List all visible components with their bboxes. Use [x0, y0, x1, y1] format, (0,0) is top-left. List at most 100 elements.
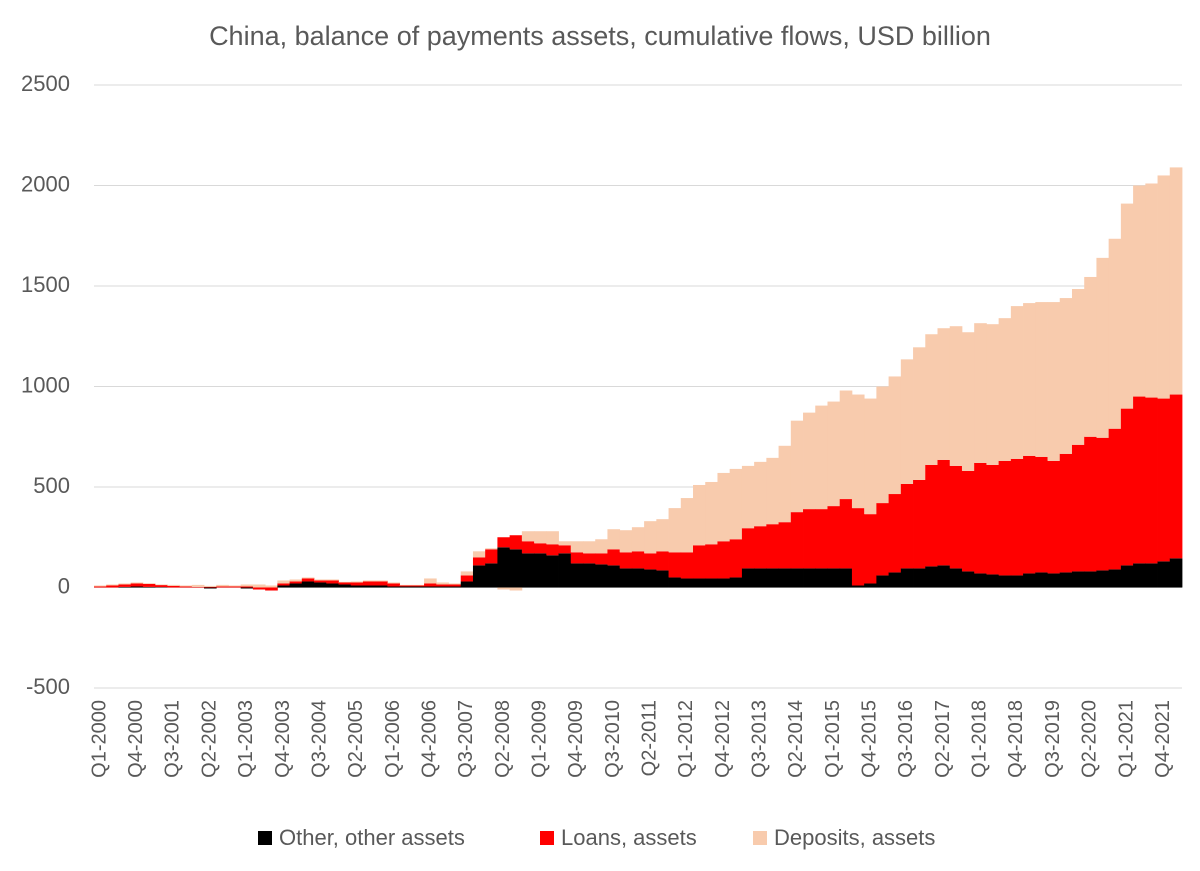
- bar-segment: [864, 514, 877, 584]
- bar-segment: [827, 506, 841, 569]
- bar-segment: [362, 581, 376, 586]
- bar-segment: [338, 581, 352, 583]
- bar-segment: [570, 563, 584, 588]
- bar-segment: [228, 585, 242, 587]
- bar-segment: [509, 549, 523, 588]
- bar-segment: [913, 347, 926, 480]
- bar-segment: [436, 582, 449, 585]
- bar-segment: [1035, 302, 1048, 457]
- bar-segment: [644, 569, 657, 588]
- x-tick-label: Q2-2002: [198, 700, 220, 778]
- bar-segment: [913, 479, 926, 569]
- bar-segment: [986, 324, 1000, 465]
- bar-segment: [851, 508, 865, 586]
- bar-segment: [252, 587, 266, 590]
- x-tick-label: Q4-2003: [272, 700, 294, 778]
- bar-segment: [314, 579, 327, 581]
- bar-segment: [485, 548, 498, 550]
- bar-segment: [509, 587, 523, 591]
- bar-segment: [949, 568, 963, 588]
- bar-segment: [595, 564, 608, 588]
- bar-segment: [424, 586, 437, 588]
- x-tick-label: Q4-2021: [1152, 700, 1174, 778]
- bar-segment: [375, 580, 388, 582]
- bar-segment: [497, 537, 511, 548]
- bar-segment: [546, 544, 559, 556]
- bar-segment: [362, 580, 376, 582]
- x-tick-label: Q4-2009: [565, 700, 587, 778]
- bar-segment: [582, 563, 596, 588]
- x-tick-label: Q3-2004: [308, 700, 330, 778]
- bar-segment: [558, 553, 572, 588]
- y-tick-label: 2000: [21, 171, 70, 196]
- x-tick-label: Q1-2015: [822, 700, 844, 778]
- bar-segment: [876, 575, 890, 588]
- x-tick-label: Q2-2020: [1079, 700, 1101, 778]
- x-tick-label: Q1-2009: [528, 700, 550, 778]
- bar-segment: [1010, 575, 1024, 588]
- x-tick-label: Q3-2016: [895, 700, 917, 778]
- bar-segment: [338, 582, 352, 585]
- bar-segment: [1010, 306, 1024, 459]
- bar-segment: [570, 541, 584, 553]
- bar-segment: [277, 583, 290, 586]
- bar-segment: [619, 552, 633, 569]
- bar-segment: [289, 581, 303, 584]
- bar-segment: [521, 541, 535, 554]
- bar-segment: [1145, 563, 1158, 588]
- bar-segment: [839, 390, 853, 500]
- x-tick-label: Q3-2007: [455, 700, 477, 778]
- bar-segment: [130, 583, 144, 587]
- chart-title: China, balance of payments assets, cumul…: [209, 21, 991, 51]
- bar-segment: [521, 531, 535, 542]
- bar-segment: [1059, 298, 1073, 454]
- bar-segment: [631, 527, 645, 552]
- bar-segment: [534, 531, 547, 544]
- y-tick-label: -500: [26, 674, 70, 699]
- x-tick-label: Q1-2000: [88, 700, 110, 778]
- bar-segment: [179, 586, 193, 588]
- bar-segment: [925, 464, 938, 567]
- bar-segment: [424, 583, 437, 587]
- bar-segment: [1047, 460, 1061, 574]
- bar-segment: [1035, 456, 1048, 573]
- legend-label: Loans, assets: [561, 825, 697, 850]
- bar-segment: [521, 553, 535, 588]
- bar-segment: [656, 570, 669, 588]
- bar-segment: [204, 585, 217, 587]
- bar-segment: [766, 457, 779, 525]
- x-tick-label: Q2-2014: [785, 700, 807, 778]
- bar-segment: [582, 553, 596, 564]
- bar-segment: [1047, 573, 1061, 588]
- bar-segment: [252, 584, 266, 588]
- bar-segment: [949, 465, 963, 569]
- bar-segment: [656, 551, 669, 571]
- bar-segment: [130, 582, 144, 584]
- x-tick-label: Q1-2018: [969, 700, 991, 778]
- legend-swatch: [540, 831, 554, 845]
- bar-segment: [631, 551, 645, 569]
- bar-segment: [656, 519, 669, 552]
- y-tick-label: 1500: [21, 272, 70, 297]
- x-tick-label: Q4-2012: [712, 700, 734, 778]
- bar-segment: [937, 459, 951, 566]
- x-tick-label: Q4-2015: [859, 700, 881, 778]
- bar-segment: [485, 549, 498, 564]
- x-tick-label: Q4-2000: [125, 700, 147, 778]
- bar-segment: [558, 545, 572, 554]
- bar-segment: [680, 578, 694, 588]
- bar-segment: [766, 524, 779, 569]
- x-tick-label: Q3-2001: [162, 700, 184, 778]
- bar-segment: [142, 583, 156, 587]
- bar-segment: [570, 552, 584, 564]
- bar-segment: [1108, 238, 1122, 429]
- bar-segment: [472, 551, 486, 558]
- bar-segment: [1096, 437, 1110, 571]
- bar-segment: [961, 470, 975, 572]
- bar-segment: [986, 574, 1000, 588]
- bar-segment: [900, 483, 914, 569]
- bar-segment: [1059, 572, 1073, 588]
- bar-segment: [888, 572, 902, 588]
- bar-segment: [240, 586, 254, 588]
- bar-segment: [754, 461, 767, 527]
